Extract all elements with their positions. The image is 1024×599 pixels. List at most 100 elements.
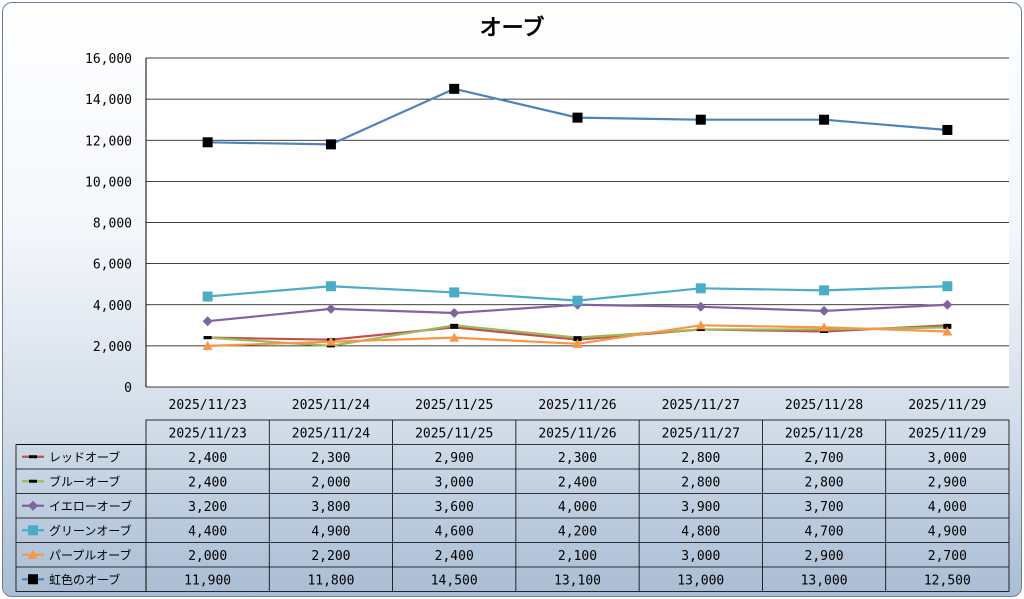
table-cell: 4,700	[805, 524, 844, 539]
y-tick-label: 16,000	[85, 52, 132, 67]
data-point	[819, 114, 830, 125]
x-tick-label: 2025/11/29	[908, 398, 986, 413]
legend-label: イエローオーブ	[49, 498, 132, 513]
data-point	[326, 344, 335, 348]
chart-title: オーブ	[480, 15, 545, 41]
legend-label: レッドオーブ	[49, 449, 120, 464]
table-cell: 3,000	[435, 475, 474, 490]
table-cell: 2,700	[805, 451, 844, 466]
data-point	[820, 329, 829, 333]
table-cell: 12,500	[924, 573, 971, 588]
data-point	[696, 327, 705, 331]
data-point	[325, 281, 336, 292]
data-point	[695, 320, 706, 330]
table-cell: 2,400	[558, 475, 597, 490]
data-point	[325, 303, 336, 314]
table-header-cell: 2025/11/28	[785, 426, 863, 441]
legend-marker	[28, 574, 38, 585]
y-tick-label: 12,000	[85, 134, 132, 149]
x-tick-label: 2025/11/26	[538, 398, 616, 413]
data-point	[572, 295, 583, 306]
table-cell: 3,200	[188, 500, 227, 515]
table-cell: 2,200	[311, 549, 350, 564]
table-cell: 2,900	[805, 549, 844, 564]
table-cell: 2,900	[435, 451, 474, 466]
table-header-cell: 2025/11/25	[415, 426, 493, 441]
table-cell: 4,400	[188, 524, 227, 539]
data-point	[572, 112, 583, 123]
legend-marker	[29, 479, 37, 483]
table-header-cell: 2025/11/23	[169, 426, 247, 441]
data-point	[449, 332, 460, 342]
legend-marker	[28, 500, 38, 511]
table-cell: 4,200	[558, 524, 597, 539]
table-cell: 4,900	[311, 524, 350, 539]
y-tick-label: 4,000	[93, 299, 132, 314]
data-point	[202, 340, 213, 350]
table-cell: 14,500	[431, 573, 478, 588]
data-point	[819, 305, 830, 316]
table-header-cell: 2025/11/27	[662, 426, 740, 441]
data-point	[942, 281, 953, 292]
table-cell: 2,800	[681, 475, 720, 490]
legend-marker	[29, 455, 37, 459]
table-cell: 13,000	[677, 573, 724, 588]
data-point	[450, 325, 459, 329]
x-tick-label: 2025/11/27	[662, 398, 740, 413]
legend-label: グリーンオーブ	[49, 523, 132, 538]
data-point	[943, 323, 952, 327]
table-cell: 13,000	[801, 573, 848, 588]
data-point	[325, 139, 336, 150]
data-point	[325, 336, 336, 346]
table-cell: 3,900	[681, 500, 720, 515]
y-tick-label: 8,000	[93, 217, 132, 232]
plot-area: 0 2,000 4,000 6,000 8,000 10,000 12,000 14,000 1…	[85, 52, 1009, 413]
data-point	[819, 322, 830, 332]
table-cell: 2,300	[311, 451, 350, 466]
data-point	[942, 299, 953, 310]
table-cell: 2,400	[188, 475, 227, 490]
y-tick-label: 0	[124, 381, 132, 396]
data-point	[942, 124, 953, 135]
table-cell: 3,000	[681, 549, 720, 564]
data-point	[202, 137, 213, 148]
table-cell: 13,100	[554, 573, 601, 588]
data-table: 2025/11/23 2025/11/24 2025/11/25 2025/11/26…	[15, 419, 1010, 592]
data-point	[695, 114, 706, 125]
y-tick-label: 10,000	[85, 175, 132, 190]
data-point	[572, 338, 583, 348]
data-point	[202, 316, 213, 327]
legend-label: 虹色のオーブ	[49, 572, 120, 587]
y-tick-label: 14,000	[85, 93, 132, 108]
legend-label: ブルーオーブ	[49, 474, 120, 489]
table-cell: 4,900	[928, 524, 967, 539]
y-tick-label: 2,000	[93, 340, 132, 355]
x-tick-label: 2025/11/25	[415, 398, 493, 413]
data-point	[449, 287, 460, 298]
legend-label: パープルオーブ	[49, 547, 132, 562]
data-point	[202, 291, 213, 302]
table-cell: 3,800	[311, 500, 350, 515]
table-border	[145, 419, 1010, 592]
x-tick-label: 2025/11/23	[169, 398, 247, 413]
table-cell: 4,000	[558, 500, 597, 515]
table-header-cell: 2025/11/24	[292, 426, 370, 441]
y-tick-label: 6,000	[93, 258, 132, 273]
table-cell: 2,900	[928, 475, 967, 490]
table-cell: 2,800	[805, 475, 844, 490]
legend-marker	[28, 525, 38, 536]
data-point	[450, 323, 459, 327]
table-cell: 3,600	[435, 500, 474, 515]
data-point	[695, 301, 706, 312]
table-header-cell: 2025/11/29	[908, 426, 986, 441]
line-chart: オーブ 0 2,000 4,000 6,000 8,000 10,000 12,000 14,…	[15, 15, 1010, 592]
table-cell: 4,800	[681, 524, 720, 539]
data-point	[203, 336, 212, 340]
data-point	[819, 285, 830, 296]
table-cell: 11,800	[307, 573, 354, 588]
table-cell: 11,900	[184, 573, 231, 588]
table-cell: 2,400	[435, 549, 474, 564]
table-cell: 4,600	[435, 524, 474, 539]
data-point	[449, 307, 460, 318]
